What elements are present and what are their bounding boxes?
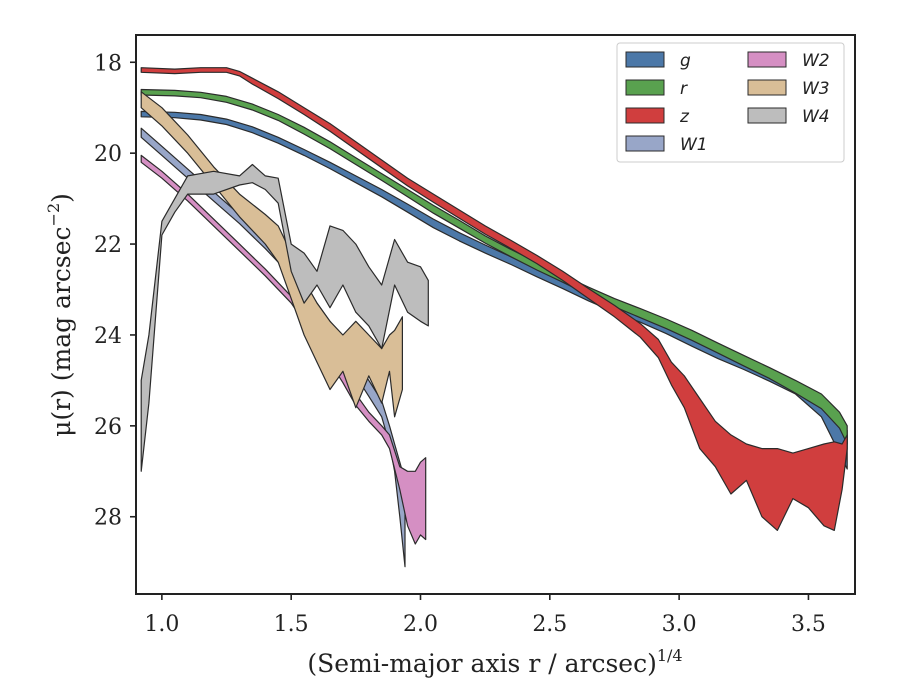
band-z <box>140 67 848 531</box>
y-tick-label: 28 <box>94 506 122 531</box>
legend-swatch-g <box>625 51 665 68</box>
legend-swatch-w1 <box>625 135 665 152</box>
legend-label-w3: W3 <box>802 79 830 99</box>
band-g <box>140 110 848 470</box>
legend-swatch-z <box>625 107 665 124</box>
legend-label-z: z <box>679 107 690 127</box>
x-tick-label: 1.0 <box>144 612 179 637</box>
legend-swatch-w4 <box>747 107 787 124</box>
y-tick-label: 22 <box>94 233 122 258</box>
x-tick-label: 3.5 <box>791 612 826 637</box>
x-tick-label: 2.5 <box>532 612 567 637</box>
legend-frame <box>616 42 845 163</box>
y-tick-label: 18 <box>94 51 122 76</box>
profile-bands <box>140 67 848 568</box>
band-w4 <box>140 163 429 472</box>
y-tick-label: 24 <box>94 324 122 349</box>
legend-label-g: g <box>680 51 691 71</box>
x-axis-label: (Semi-major axis r / arcsec)1/4 <box>307 646 682 678</box>
legend-swatch-r <box>625 79 665 96</box>
x-tick-label: 2.0 <box>403 612 438 637</box>
legend-swatch-w3 <box>747 79 787 96</box>
legend-swatch-w2 <box>747 51 787 68</box>
legend-label-w1: W1 <box>680 135 708 155</box>
legend: grz W1 W2 W3 W4 <box>616 42 845 163</box>
legend-label-w4: W4 <box>802 107 830 127</box>
y-axis-label: μ(r) (mag arcsec−2) <box>44 193 76 437</box>
y-tick-label: 20 <box>94 142 122 167</box>
y-tick-label: 26 <box>94 415 122 440</box>
legend-label-r: r <box>680 79 688 99</box>
plot-frame <box>135 34 856 595</box>
x-tick-label: 3.0 <box>662 612 697 637</box>
legend-label-w2: W2 <box>802 51 830 71</box>
x-tick-label: 1.5 <box>274 612 309 637</box>
axes: 1.0 1.5 2.0 2.5 3.0 3.5 18 20 22 24 26 28 <box>94 34 856 637</box>
